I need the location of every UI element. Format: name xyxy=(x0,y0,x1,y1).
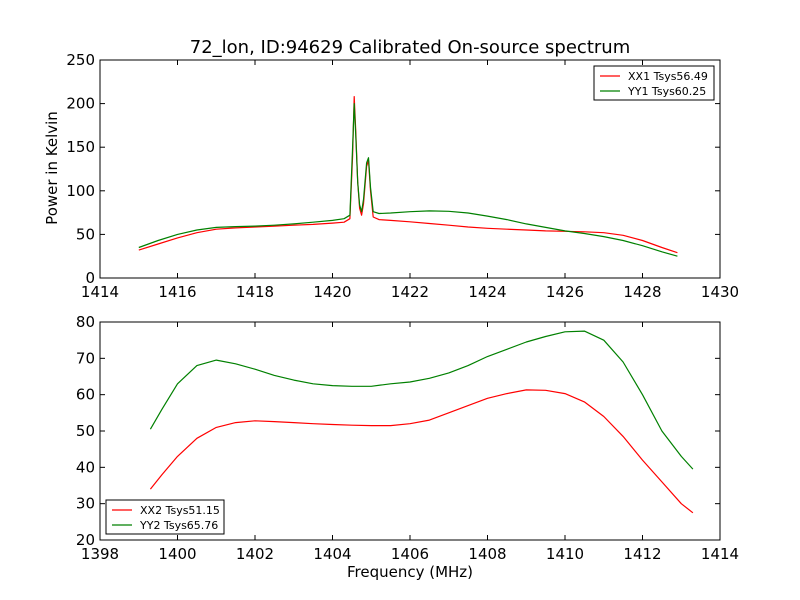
bottom-x-tick-label: 1400 xyxy=(158,545,196,563)
top-series-line-2 xyxy=(138,102,678,257)
top-legend-label-1: XX1 Tsys56.49 xyxy=(628,70,708,83)
top-x-tick-label: 1416 xyxy=(158,283,196,301)
top-x-tick-label: 1430 xyxy=(701,283,739,301)
x-axis-label: Frequency (MHz) xyxy=(347,563,473,581)
bottom-legend: XX2 Tsys51.15 YY2 Tsys65.76 xyxy=(105,499,225,535)
top-legend: XX1 Tsys56.49 YY1 Tsys60.25 xyxy=(593,65,715,101)
y-axis-label: Power in Kelvin xyxy=(43,111,61,225)
bottom-x-tick-label: 1402 xyxy=(236,545,274,563)
top-x-tick-label: 1422 xyxy=(391,283,429,301)
bottom-x-tick-label: 1406 xyxy=(391,545,429,563)
bottom-legend-label-2: YY2 Tsys65.76 xyxy=(139,519,218,532)
top-y-tick-label: 250 xyxy=(66,51,95,69)
bottom-y-tick-label: 20 xyxy=(76,531,95,549)
bottom-series-line-2 xyxy=(149,330,694,470)
top-x-tick-label: 1424 xyxy=(468,283,506,301)
bottom-x-tick-label: 1414 xyxy=(701,545,739,563)
top-x-tick-label: 1418 xyxy=(236,283,274,301)
bottom-y-tick-label: 40 xyxy=(76,458,95,476)
top-legend-box xyxy=(593,65,715,101)
top-x-tick-label: 1420 xyxy=(313,283,351,301)
top-legend-label-2: YY1 Tsys60.25 xyxy=(627,85,706,98)
bottom-x-tick-label: 1410 xyxy=(546,545,584,563)
top-panel: 1414 1416 1418 1420 1422 1424 1426 1428 1430 0 50 1… xyxy=(66,51,739,301)
top-x-tick-label: 1414 xyxy=(81,283,119,301)
bottom-y-tick-label: 50 xyxy=(76,422,95,440)
top-x-tick-label: 1428 xyxy=(623,283,661,301)
bottom-panel: 1398 1400 1402 1404 1406 1408 1410 1412 1414 20 30… xyxy=(76,313,739,563)
top-y-tick-label: 50 xyxy=(76,225,95,243)
bottom-x-tick-label: 1408 xyxy=(468,545,506,563)
bottom-y-tick-label: 80 xyxy=(76,313,95,331)
bottom-y-tick-label: 70 xyxy=(76,349,95,367)
bottom-legend-box xyxy=(105,499,225,535)
top-x-tick-label: 1426 xyxy=(546,283,584,301)
top-y-tick-label: 150 xyxy=(66,138,95,156)
bottom-y-tick-label: 60 xyxy=(76,386,95,404)
bottom-y-tick-label: 30 xyxy=(76,495,95,513)
top-y-tick-label: 100 xyxy=(66,182,95,200)
bottom-x-tick-label: 1398 xyxy=(81,545,119,563)
bottom-series-line-1 xyxy=(149,389,694,514)
bottom-x-tick-label: 1404 xyxy=(313,545,351,563)
top-y-tick-label: 0 xyxy=(85,269,95,287)
bottom-legend-label-1: XX2 Tsys51.15 xyxy=(140,504,220,517)
chart-title: 72_lon, ID:94629 Calibrated On-source sp… xyxy=(190,37,630,58)
bottom-x-tick-label: 1412 xyxy=(623,545,661,563)
top-y-tick-label: 200 xyxy=(66,95,95,113)
